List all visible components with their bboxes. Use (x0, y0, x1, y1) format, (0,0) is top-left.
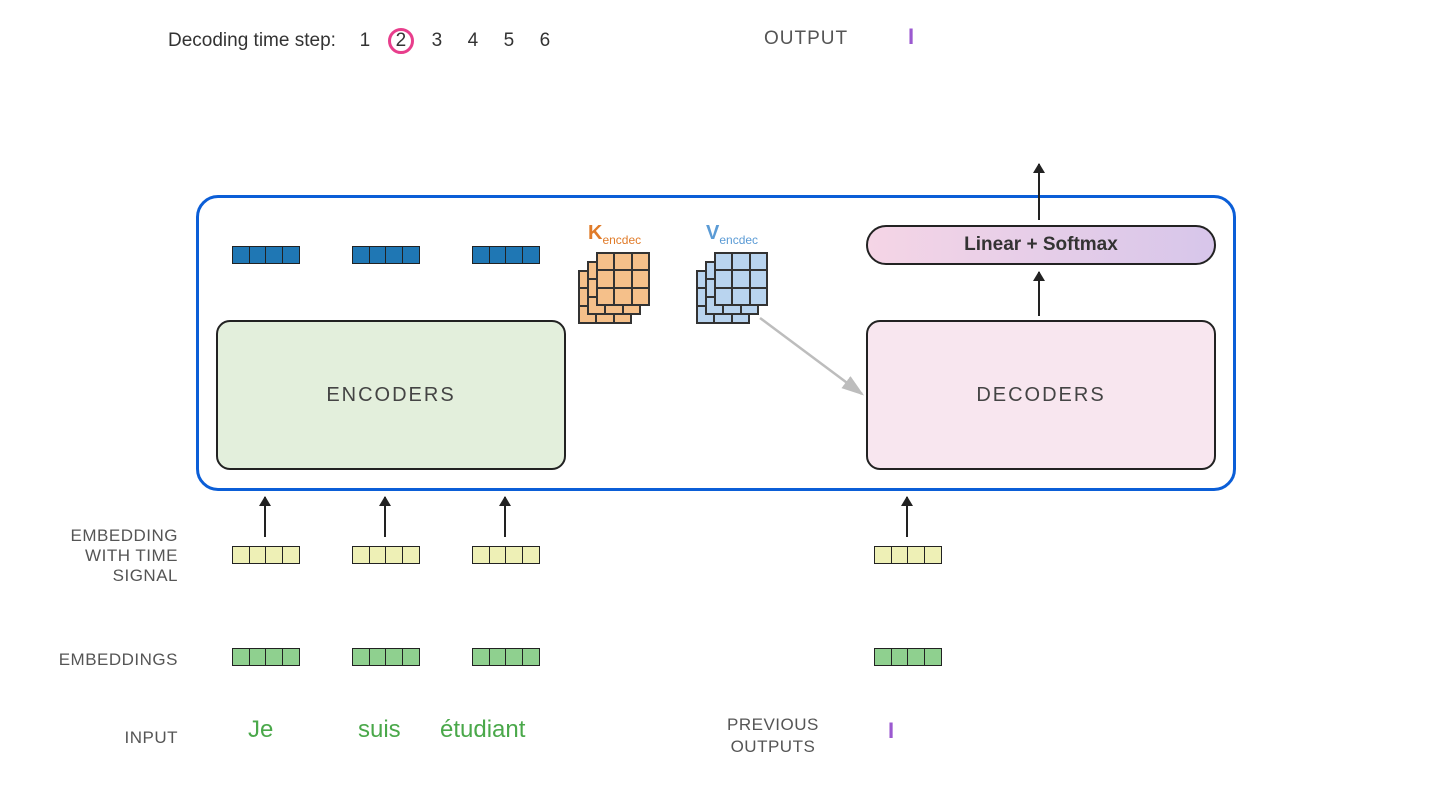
embedding-vec-0 (232, 648, 300, 666)
cell (402, 546, 420, 564)
embtime-vec-decoder (874, 546, 942, 564)
cell (489, 546, 507, 564)
previous-output-value: I (888, 718, 894, 744)
cell (505, 648, 523, 666)
timestep-5: 5 (496, 28, 522, 54)
encoders-label: ENCODERS (326, 384, 455, 407)
cell (352, 246, 370, 264)
kv-grid (714, 252, 768, 306)
v-encdec-stack: Vencdec (706, 222, 758, 247)
cell (472, 246, 490, 264)
cell (505, 546, 523, 564)
embeddings-label: EMBEDDINGS (8, 650, 178, 670)
embedding-vec-decoder (874, 648, 942, 666)
cell (265, 546, 283, 564)
k-label: Kencdec (588, 222, 641, 247)
previous-outputs-label: PREVIOUS OUTPUTS (727, 714, 819, 758)
encoder-output-vec-2 (472, 246, 540, 264)
output-label: OUTPUT (764, 28, 848, 50)
arrow-encoder-in-1 (384, 497, 386, 537)
k-sub: encdec (602, 233, 641, 247)
cell (891, 648, 909, 666)
cell (249, 246, 267, 264)
timestep-row: Decoding time step: 1 2 3 4 5 6 (168, 28, 558, 54)
timestep-3: 3 (424, 28, 450, 54)
embtime-vec-0 (232, 546, 300, 564)
cell (522, 648, 540, 666)
cell (505, 246, 523, 264)
input-word-2: étudiant (440, 716, 525, 744)
encoders-box: ENCODERS (216, 320, 566, 470)
cell (522, 546, 540, 564)
cell (282, 648, 300, 666)
cell (232, 246, 250, 264)
cell (924, 648, 942, 666)
k-letter: K (588, 222, 602, 244)
cell (874, 546, 892, 564)
cell (369, 546, 387, 564)
cell (282, 246, 300, 264)
cell (249, 546, 267, 564)
cell (472, 546, 490, 564)
cell (352, 546, 370, 564)
embedding-vec-1 (352, 648, 420, 666)
cell (874, 648, 892, 666)
prev-outputs-line1: PREVIOUS (727, 715, 819, 734)
linear-softmax-label: Linear + Softmax (964, 234, 1118, 256)
cell (385, 546, 403, 564)
cell (402, 648, 420, 666)
input-word-1: suis (358, 716, 401, 744)
decoders-box: DECODERS (866, 320, 1216, 470)
cell (352, 648, 370, 666)
input-label: INPUT (8, 728, 178, 748)
arrow-decoder-in (906, 497, 908, 537)
embedding-time-label: EMBEDDINGWITH TIMESIGNAL (8, 526, 178, 586)
arrow-decoder-to-lsoft (1038, 272, 1040, 316)
cell (249, 648, 267, 666)
cell (265, 246, 283, 264)
timestep-label: Decoding time step: (168, 30, 336, 52)
embtime-vec-2 (472, 546, 540, 564)
v-letter: V (706, 222, 719, 244)
cell (282, 546, 300, 564)
cell (472, 648, 490, 666)
arrow-lsoft-out (1038, 164, 1040, 220)
cell (385, 246, 403, 264)
prev-outputs-line2: OUTPUTS (731, 737, 816, 756)
v-sub: encdec (719, 233, 758, 247)
output-value: I (908, 24, 914, 50)
timestep-6: 6 (532, 28, 558, 54)
cell (232, 546, 250, 564)
cell (232, 648, 250, 666)
cell (369, 246, 387, 264)
v-label: Vencdec (706, 222, 758, 247)
arrow-encoder-in-2 (504, 497, 506, 537)
cell (489, 648, 507, 666)
decoders-label: DECODERS (976, 384, 1105, 407)
timestep-2: 2 (388, 28, 414, 54)
cell (369, 648, 387, 666)
linear-softmax-box: Linear + Softmax (866, 225, 1216, 265)
encoder-output-vec-0 (232, 246, 300, 264)
embedding-vec-2 (472, 648, 540, 666)
cell (265, 648, 283, 666)
cell (402, 246, 420, 264)
encoder-output-vec-1 (352, 246, 420, 264)
timestep-4: 4 (460, 28, 486, 54)
embtime-vec-1 (352, 546, 420, 564)
cell (907, 546, 925, 564)
cell (522, 246, 540, 264)
cell (907, 648, 925, 666)
cell (891, 546, 909, 564)
cell (385, 648, 403, 666)
input-word-0: Je (248, 716, 273, 744)
arrow-encoder-in-0 (264, 497, 266, 537)
timestep-1: 1 (352, 28, 378, 54)
kv-grid (596, 252, 650, 306)
cell (924, 546, 942, 564)
k-encdec-stack: Kencdec (588, 222, 641, 247)
cell (489, 246, 507, 264)
